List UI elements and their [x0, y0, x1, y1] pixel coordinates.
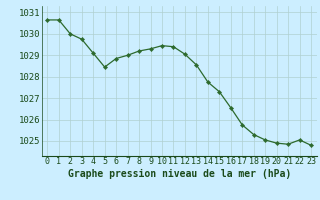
X-axis label: Graphe pression niveau de la mer (hPa): Graphe pression niveau de la mer (hPa) [68, 169, 291, 179]
